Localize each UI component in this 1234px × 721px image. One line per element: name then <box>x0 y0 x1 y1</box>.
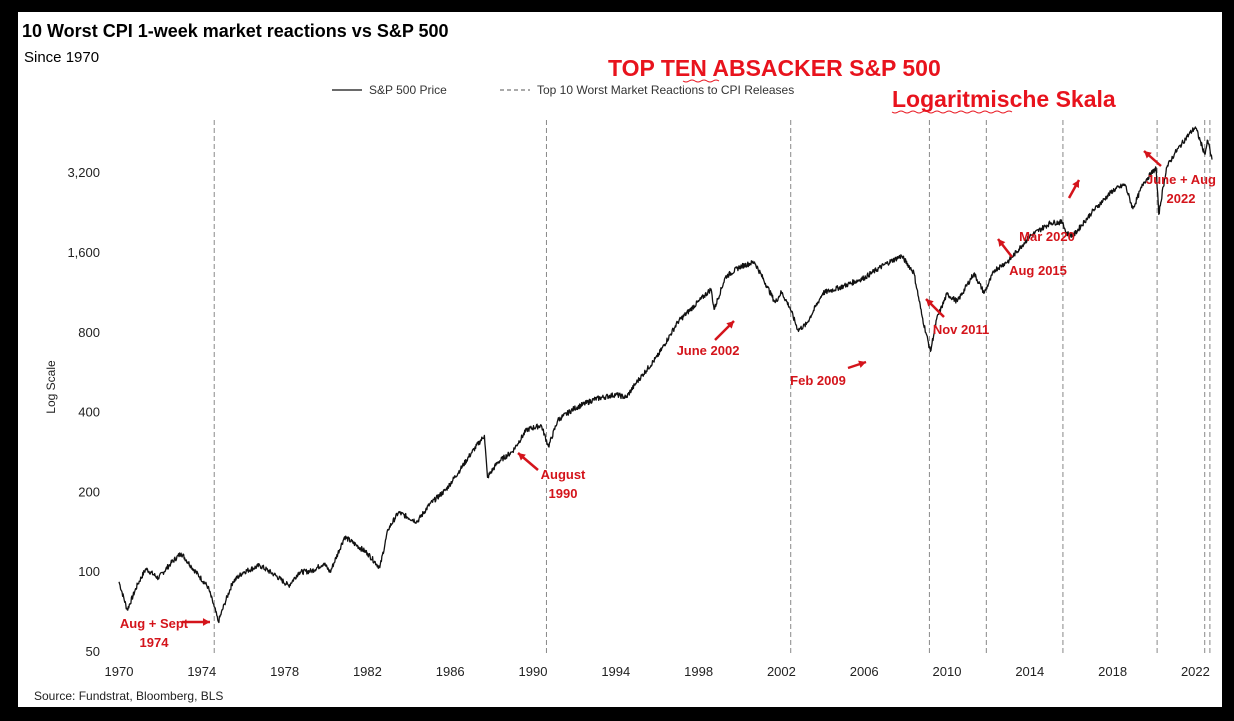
sp500-price-line <box>118 126 1213 624</box>
annotation-label: Mar 2020 <box>1019 229 1075 244</box>
y-axis: 50 100 200 400 800 1,600 3,200 <box>67 165 100 659</box>
y-tick-label: 1,600 <box>67 245 100 260</box>
annotation-arrowhead <box>518 453 526 461</box>
overlay-squiggle-2 <box>891 110 1013 114</box>
annotation-label: 1974 <box>140 635 170 650</box>
annotation-arrowhead <box>202 618 210 626</box>
annotation: June + Aug 2022 <box>1143 150 1216 206</box>
annotations: Aug + Sept 1974 August 1990 June 2002 Feb 200… <box>120 150 1216 650</box>
x-tick-label: 1994 <box>601 664 630 679</box>
annotation-arrowhead <box>858 360 866 368</box>
x-tick-label: 1986 <box>436 664 465 679</box>
annotation-arrowhead <box>926 299 934 307</box>
overlay-squiggle <box>682 79 720 83</box>
annotation-label: June 2002 <box>677 343 740 358</box>
annotation: Aug + Sept 1974 <box>120 616 210 650</box>
annotation-arrowhead <box>1072 180 1079 188</box>
x-axis: 1970 1974 1978 1982 1986 1990 1994 1998 2002 2006… <box>105 664 1210 679</box>
chart-frame: 10 Worst CPI 1-week market reactions vs … <box>18 12 1222 707</box>
y-axis-label: Log Scale <box>44 360 58 414</box>
annotation-label: Feb 2009 <box>790 373 846 388</box>
x-tick-label: 1998 <box>684 664 713 679</box>
x-tick-label: 1970 <box>105 664 134 679</box>
x-tick-label: 2006 <box>850 664 879 679</box>
x-tick-label: 2010 <box>933 664 962 679</box>
x-tick-label: 1974 <box>187 664 216 679</box>
annotation: June 2002 <box>677 320 740 358</box>
annotation-label: Aug 2015 <box>1009 263 1067 278</box>
y-tick-label: 100 <box>78 564 100 579</box>
annotation-label: June + Aug <box>1146 172 1216 187</box>
annotation-label: August <box>541 467 586 482</box>
annotation: Aug 2015 <box>997 238 1067 278</box>
y-tick-label: 3,200 <box>67 165 100 180</box>
annotation-arrowhead <box>726 321 734 329</box>
cpi-reaction-lines <box>213 120 1211 654</box>
annotation-label: 2022 <box>1167 191 1196 206</box>
annotation-arrowhead <box>998 239 1006 247</box>
x-tick-label: 2022 <box>1181 664 1210 679</box>
source-note: Source: Fundstrat, Bloomberg, BLS <box>34 689 223 703</box>
annotation-arrowhead <box>1144 151 1152 159</box>
annotation-label: Aug + Sept <box>120 616 189 631</box>
legend: S&P 500 Price Top 10 Worst Market Reacti… <box>332 83 794 97</box>
legend-label-cpi: Top 10 Worst Market Reactions to CPI Rel… <box>537 83 794 97</box>
x-tick-label: 2018 <box>1098 664 1127 679</box>
chart: 10 Worst CPI 1-week market reactions vs … <box>22 21 1216 703</box>
x-tick-label: 2014 <box>1015 664 1044 679</box>
x-tick-label: 1990 <box>519 664 548 679</box>
annotation-label: Nov 2011 <box>933 322 989 337</box>
annotation: August 1990 <box>517 452 586 501</box>
chart-title: 10 Worst CPI 1-week market reactions vs … <box>22 21 449 41</box>
annotation: Mar 2020 <box>1019 179 1081 244</box>
x-tick-label: 1978 <box>270 664 299 679</box>
legend-label-price: S&P 500 Price <box>369 83 447 97</box>
annotation: Nov 2011 <box>925 298 989 337</box>
overlay-subtitle: Logaritmische Skala <box>892 86 1116 112</box>
y-tick-label: 800 <box>78 325 100 340</box>
chart-subtitle: Since 1970 <box>24 49 99 66</box>
annotation-label: 1990 <box>549 486 578 501</box>
y-tick-label: 200 <box>78 484 100 499</box>
overlay-title: TOP TEN ABSACKER S&P 500 <box>608 55 941 81</box>
x-tick-label: 1982 <box>353 664 382 679</box>
y-tick-label: 50 <box>86 644 100 659</box>
annotation: Feb 2009 <box>790 360 867 388</box>
y-tick-label: 400 <box>78 405 100 420</box>
x-tick-label: 2002 <box>767 664 796 679</box>
